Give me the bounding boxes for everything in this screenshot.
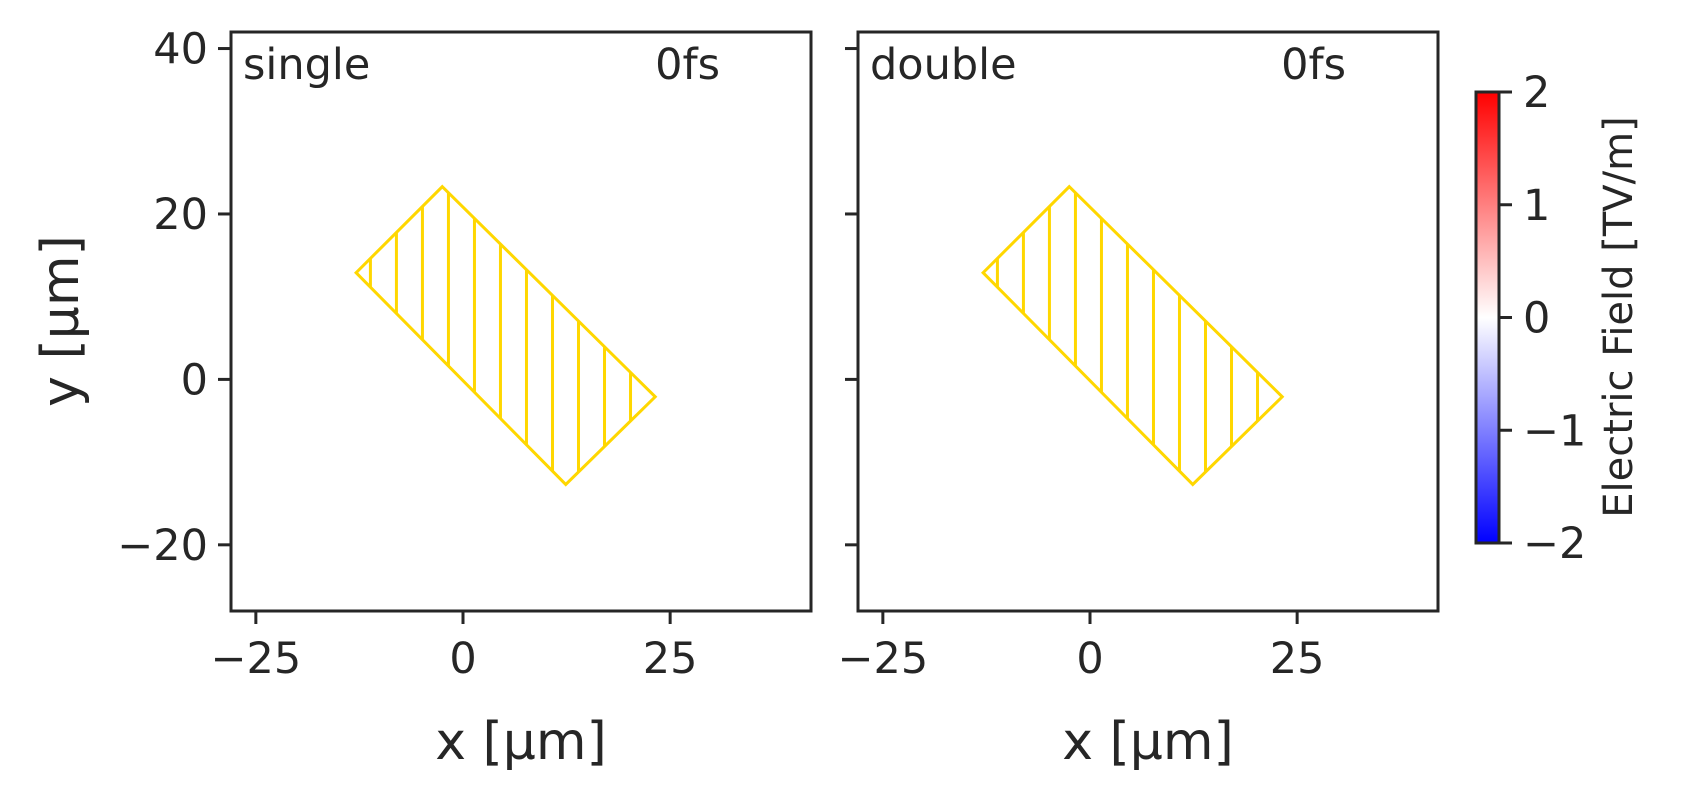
- y-ticks: [845, 47, 858, 547]
- y-tick-label: 40: [153, 25, 208, 75]
- x-axis-label-left: x [μm]: [435, 712, 607, 772]
- structure-outline: [353, 184, 658, 487]
- axes-frame: [229, 30, 813, 613]
- colorbar-ticks: 2 1 0 −1 −2: [1499, 68, 1586, 569]
- panel-double: −25 0 25 double 0fs: [837, 30, 1440, 684]
- structure-outline: [980, 184, 1285, 487]
- x-tick-label: −25: [210, 634, 301, 684]
- y-tick-label: −20: [117, 521, 208, 571]
- panel-label: single: [243, 40, 370, 90]
- x-tick-label: 0: [1076, 634, 1103, 684]
- x-tick-label: 25: [643, 634, 698, 684]
- colorbar: 2 1 0 −1 −2 Electric Field [TV/m]: [1474, 68, 1642, 569]
- colorbar-tick-label: 1: [1523, 181, 1550, 231]
- y-axis-label: y [μm]: [31, 235, 91, 407]
- colorbar-tick-label: 0: [1523, 294, 1550, 344]
- x-ticks: −25 0 25: [210, 611, 698, 684]
- colorbar-tick-label: −1: [1523, 406, 1586, 456]
- plot-area: [858, 32, 1438, 611]
- axes-frame: [856, 30, 1440, 613]
- x-tick-label: 25: [1270, 634, 1325, 684]
- y-tick-label: 20: [153, 190, 208, 240]
- colorbar-tick-label: 2: [1523, 68, 1550, 118]
- panel-single: −25 0 25 −20 0 20 40 single 0fs: [117, 25, 813, 684]
- y-tick-label: 0: [181, 355, 208, 405]
- panel-label: double: [870, 40, 1017, 90]
- x-tick-label: −25: [837, 634, 928, 684]
- time-label: 0fs: [655, 40, 720, 90]
- y-ticks: −20 0 20 40: [117, 25, 231, 571]
- x-ticks: −25 0 25: [837, 611, 1325, 684]
- time-label: 0fs: [1281, 40, 1346, 90]
- colorbar-label: Electric Field [TV/m]: [1596, 116, 1642, 517]
- x-tick-label: 0: [449, 634, 476, 684]
- plot-area: [231, 32, 811, 611]
- colorbar-gradient: [1476, 92, 1499, 543]
- colorbar-tick-label: −2: [1523, 519, 1586, 569]
- x-axis-label-right: x [μm]: [1062, 712, 1234, 772]
